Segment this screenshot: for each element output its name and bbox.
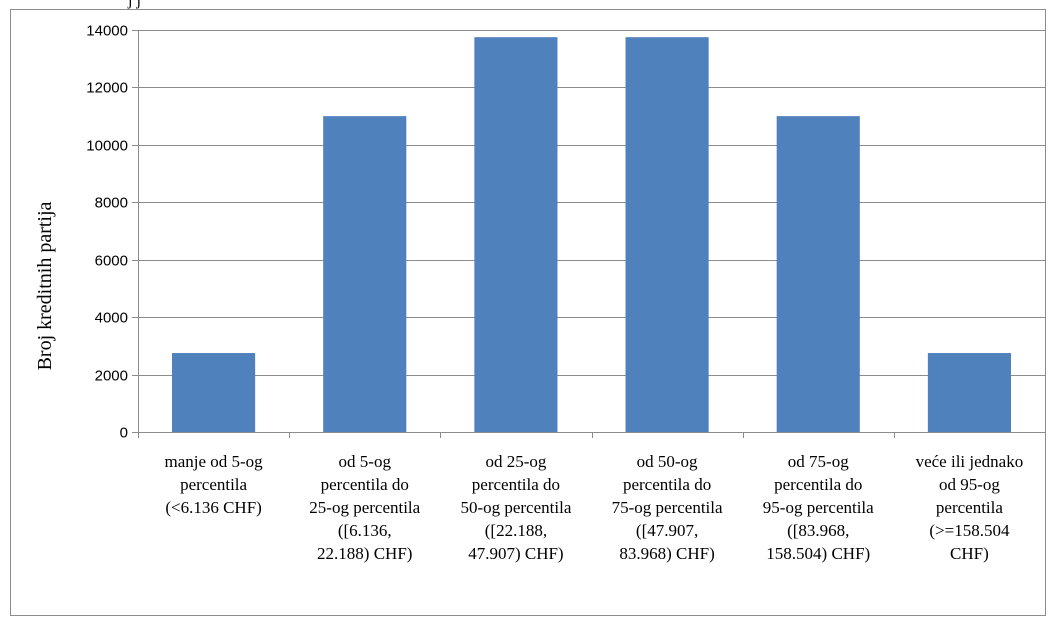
y-tick-label: 10000	[86, 138, 128, 155]
x-category-label-line: 83.968) CHF)	[619, 544, 714, 563]
x-category-label-line: veće ili jednako	[916, 452, 1024, 471]
x-category-label-line: percentila do	[321, 475, 409, 494]
y-tick-label: 12000	[86, 80, 128, 97]
x-category-label-line: 47.907) CHF)	[468, 544, 563, 563]
y-tick-label: 2000	[95, 368, 128, 385]
axes	[132, 30, 1046, 438]
x-category-label: veće ili jednako od 95-og percentila (>=158…	[916, 452, 1024, 563]
y-axis-label: Broj kreditnih partija	[34, 201, 56, 370]
x-category-label-line: ([83.968,	[787, 521, 849, 540]
bars	[172, 37, 1011, 433]
bar	[172, 353, 256, 432]
x-category-label-line: 50-og percentila	[460, 498, 571, 517]
y-tick-label: 8000	[95, 195, 128, 212]
x-category-label: od 5-og percentila do 25-og percentila ([6.…	[309, 452, 420, 563]
x-category-label-line: (<6.136 CHF)	[165, 498, 261, 517]
x-category-label: manje od 5-og percentila (<6.136 CHF)	[164, 452, 263, 517]
x-category-label-line: ([22.188,	[485, 521, 547, 540]
x-category-label-line: percentila do	[472, 475, 560, 494]
x-category-label-line: percentila do	[623, 475, 711, 494]
gridlines	[138, 30, 1045, 376]
x-category-label-line: od 25-og	[485, 452, 546, 471]
x-category-label-line: ([47.907,	[636, 521, 698, 540]
bar	[625, 37, 709, 433]
x-category-label-line: percentila	[936, 498, 1003, 517]
x-category-label-line: 95-og percentila	[763, 498, 874, 517]
bar	[474, 37, 558, 433]
x-category-label-line: percentila do	[774, 475, 862, 494]
x-category-labels: manje od 5-og percentila (<6.136 CHF) od 5-…	[164, 452, 1023, 563]
x-category-label-line: 25-og percentila	[309, 498, 420, 517]
x-category-label-line: 22.188) CHF)	[317, 544, 412, 563]
x-category-label-line: percentila	[180, 475, 247, 494]
y-tick-label: 0	[120, 425, 128, 442]
x-category-label-line: 75-og percentila	[612, 498, 723, 517]
y-tick-label: 4000	[95, 310, 128, 327]
y-tick-labels: 0 2000 4000 6000 8000 10000 12000 14000	[86, 23, 128, 442]
x-category-label-line: ([6.136,	[338, 521, 392, 540]
bar	[776, 116, 860, 433]
x-category-label-line: od 95-og	[939, 475, 1000, 494]
x-category-label-line: od 75-og	[788, 452, 849, 471]
x-category-label-line: od 50-og	[637, 452, 698, 471]
x-category-label-line: 158.504) CHF)	[766, 544, 870, 563]
bar	[927, 353, 1011, 432]
y-tick-label: 6000	[95, 253, 128, 270]
bar	[323, 116, 407, 433]
x-category-label: od 75-og percentila do 95-og percentila ([8…	[763, 452, 874, 563]
x-category-label-line: CHF)	[950, 544, 989, 563]
chart-title-fragment: j j	[127, 0, 141, 9]
y-tick-label: 14000	[86, 23, 128, 40]
x-category-label: od 50-og percentila do 75-og percentila ([4…	[612, 452, 723, 563]
x-category-label: od 25-og percentila do 50-og percentila ([2…	[460, 452, 571, 563]
x-category-label-line: od 5-og	[339, 452, 392, 471]
x-category-label-line: manje od 5-og	[164, 452, 263, 471]
x-category-label-line: (>=158.504	[929, 521, 1010, 540]
